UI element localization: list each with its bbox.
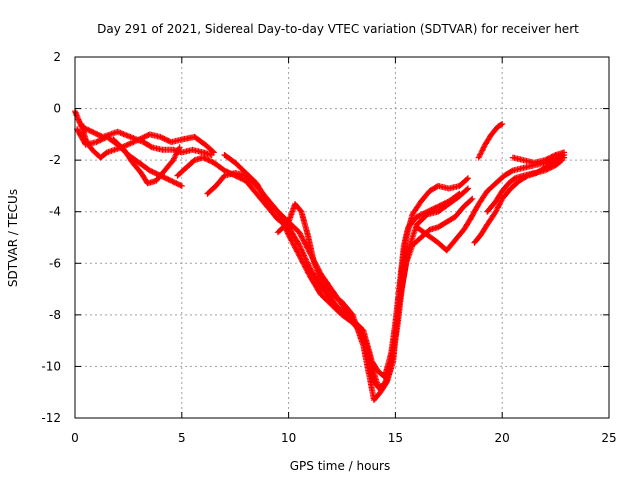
x-tick-label: 15 [388,431,403,445]
series-markers [110,136,183,187]
series-track-12 [509,149,568,166]
x-axis-label: GPS time / hours [290,459,391,473]
x-tick-label: 0 [71,431,79,445]
series-markers [475,121,506,161]
data-series [72,108,568,403]
y-tick-label: 2 [53,50,61,64]
series-markers [484,157,565,215]
y-tick-label: -4 [49,205,61,219]
y-tick-label: -10 [41,359,61,373]
axes: 0 5 10 15 20 25 -12 -10 -8 -6 -4 -2 0 2 [41,50,616,445]
y-tick-label: 0 [53,102,61,116]
x-tick-label: 25 [601,431,616,445]
y-tick-label: -2 [49,153,61,167]
x-tick-label: 20 [495,431,510,445]
x-tick-label: 5 [178,431,186,445]
series-track-4 [110,136,183,187]
chart-title: Day 291 of 2021, Sidereal Day-to-day VTE… [97,22,579,36]
grid-lines [75,57,609,418]
series-markers [274,175,471,403]
y-tick-label: -8 [49,308,61,322]
series-track-6 [204,170,471,393]
series-track-8 [274,175,471,403]
series-markers [204,170,471,393]
y-tick-label: -12 [41,411,61,425]
series-markers [509,149,568,166]
x-tick-label: 10 [281,431,296,445]
y-axis-label: SDTVAR / TECUs [6,189,20,287]
series-track-11 [475,121,506,161]
y-tick-label: -6 [49,256,61,270]
series-track-13 [484,157,565,215]
plot-frame [74,56,610,419]
